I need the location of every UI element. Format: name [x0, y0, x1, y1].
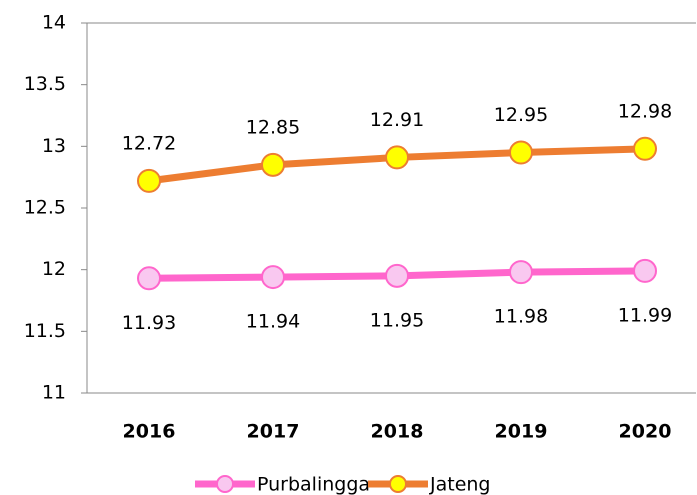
y-tick-label: 13.5 [24, 73, 66, 95]
marker [385, 145, 409, 170]
data-label: 12.85 [246, 116, 300, 138]
marker [137, 168, 161, 193]
x-tick-label: 2018 [371, 421, 424, 443]
data-label: 12.91 [370, 109, 424, 131]
data-label: 11.94 [246, 311, 300, 333]
data-label: 12.98 [618, 100, 672, 122]
data-label: 11.98 [494, 306, 548, 328]
legend-label: Jateng [429, 474, 491, 495]
x-tick-label: 2019 [495, 421, 548, 443]
y-tick-label: 14 [42, 12, 66, 34]
x-tick-label: 2016 [123, 421, 176, 443]
data-label: 12.95 [494, 104, 548, 126]
marker [137, 266, 161, 291]
y-tick-label: 12 [42, 258, 66, 280]
x-tick-label: 2020 [619, 421, 672, 443]
legend-label: Purbalingga [257, 474, 370, 495]
marker [633, 136, 657, 161]
data-label: 11.93 [122, 312, 176, 334]
y-tick-label: 11.5 [24, 320, 66, 342]
x-tick-label: 2017 [247, 421, 300, 443]
marker [385, 263, 409, 288]
data-label: 11.99 [618, 304, 672, 326]
data-label: 12.72 [122, 132, 176, 154]
y-tick-label: 12.5 [24, 197, 66, 219]
marker [261, 265, 285, 290]
legend-marker [216, 475, 234, 493]
marker [509, 140, 533, 165]
legend-marker [389, 475, 407, 493]
marker [509, 260, 533, 285]
data-label: 11.95 [370, 309, 424, 331]
y-tick-label: 13 [42, 135, 66, 157]
y-tick-label: 11 [42, 382, 66, 404]
marker [633, 258, 657, 283]
marker [261, 152, 285, 177]
